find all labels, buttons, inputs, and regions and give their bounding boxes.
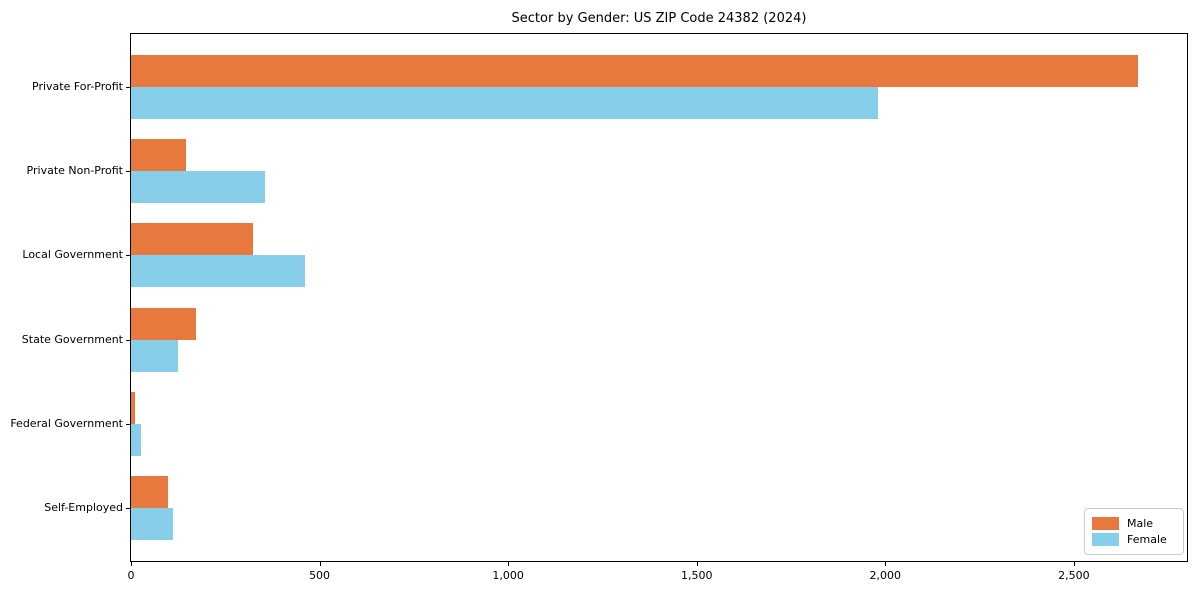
legend: Male Female: [1084, 508, 1184, 555]
bar-female-5: [131, 508, 174, 540]
x-tick-label: 1,500: [680, 569, 713, 582]
bar-female-0: [131, 87, 878, 119]
y-tick-mark: [126, 508, 130, 509]
y-tick-mark: [126, 255, 130, 257]
x-tick-label: 1,000: [492, 569, 524, 582]
y-tick-mark: [126, 423, 130, 425]
y-tick-label: Federal Government: [10, 416, 123, 430]
bar-male-1: [131, 139, 187, 172]
bar-male-2: [131, 223, 254, 256]
x-tick-mark: [319, 562, 321, 566]
legend-entry-male: Male: [1092, 517, 1174, 530]
bar-female-4: [131, 423, 142, 456]
x-tick-label: 2,500: [1058, 569, 1090, 582]
bar-female-1: [131, 171, 265, 204]
y-tick-label: Self-Employed: [44, 501, 123, 514]
legend-label-female: Female: [1127, 533, 1167, 546]
y-tick-mark: [126, 171, 130, 173]
legend-entry-female: Female: [1092, 533, 1174, 546]
bar-female-2: [131, 255, 305, 288]
legend-swatch-female: [1092, 533, 1119, 546]
x-tick-mark: [508, 562, 510, 566]
x-tick-mark: [885, 562, 887, 566]
bar-male-3: [131, 307, 196, 340]
y-tick-mark: [126, 87, 130, 88]
y-tick-mark: [126, 339, 130, 341]
y-tick-label: State Government: [21, 332, 123, 346]
x-tick-mark: [1073, 562, 1075, 566]
bar-male-5: [131, 476, 168, 508]
bar-male-4: [131, 391, 136, 424]
y-tick-label: Local Government: [22, 248, 123, 262]
bar-female-3: [131, 339, 179, 372]
bar-male-0: [131, 55, 1138, 87]
x-tick-mark: [696, 562, 698, 566]
y-tick-label: Private For-Profit: [32, 80, 123, 93]
legend-swatch-male: [1092, 517, 1119, 530]
plot-area: [130, 33, 1188, 562]
legend-label-male: Male: [1127, 517, 1154, 530]
x-tick-label: 500: [309, 569, 331, 582]
y-tick-label: Private Non-Profit: [26, 164, 123, 178]
x-tick-label: 2,000: [869, 569, 902, 582]
chart-title: Sector by Gender: US ZIP Code 24382 (202…: [511, 11, 807, 26]
x-tick-mark: [131, 562, 132, 566]
x-tick-label: 0: [127, 569, 135, 582]
